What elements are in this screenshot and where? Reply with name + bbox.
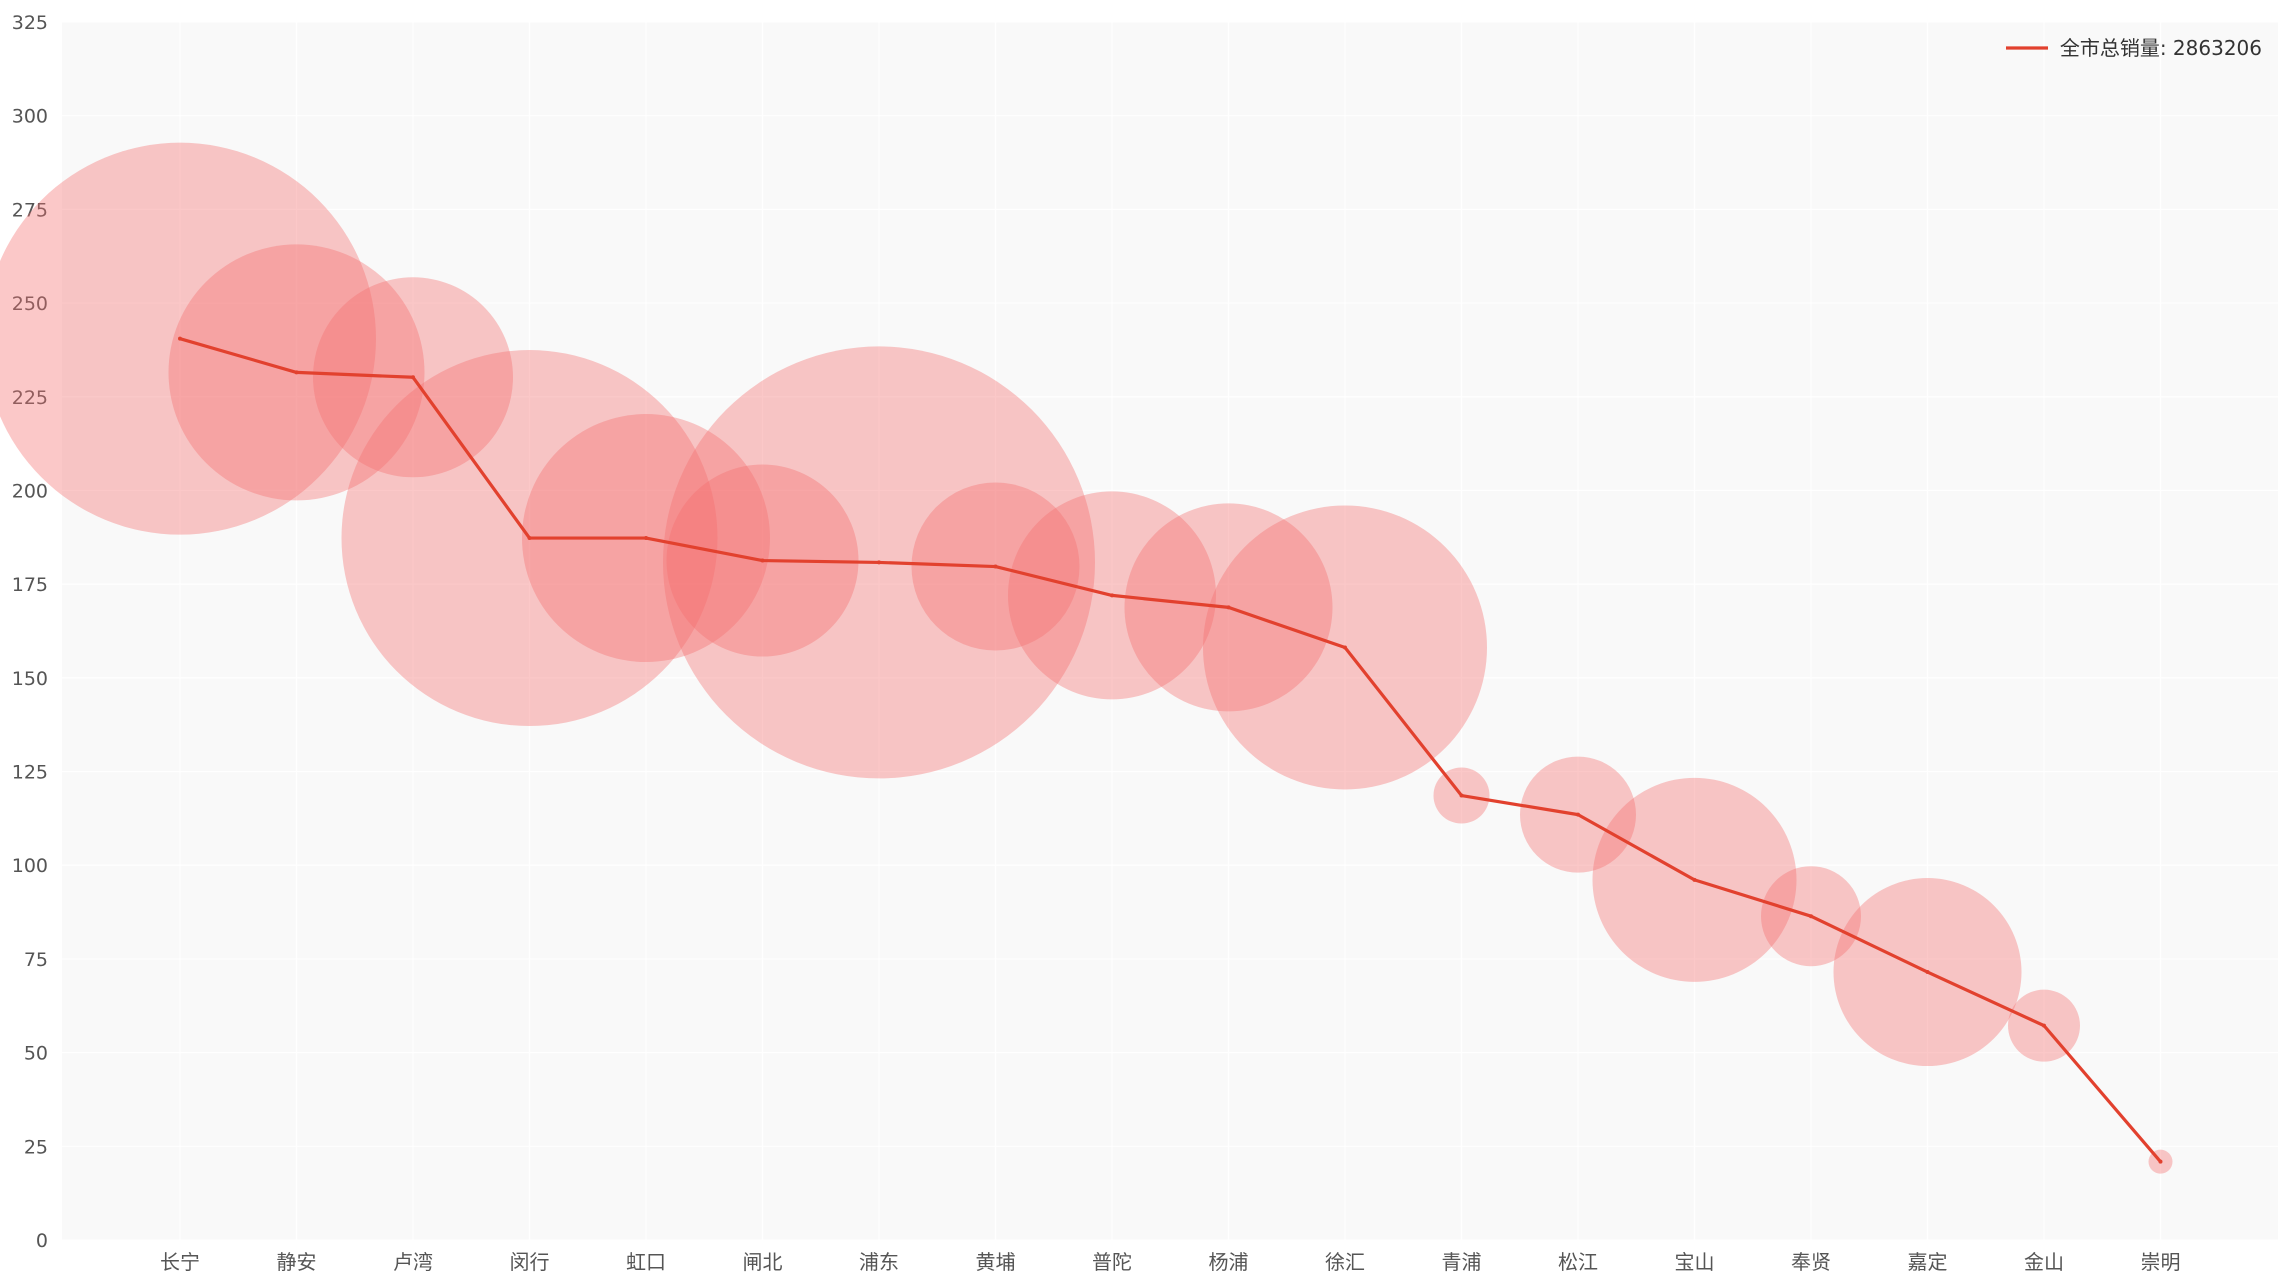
y-tick-label: 75: [24, 949, 48, 971]
line-point[interactable]: [411, 375, 415, 380]
line-point[interactable]: [993, 564, 998, 569]
line-point[interactable]: [1226, 605, 1231, 610]
legend[interactable]: 全市总销量: 2863206: [2006, 36, 2262, 60]
line-point[interactable]: [760, 558, 765, 563]
line-point[interactable]: [1110, 593, 1114, 598]
x-tick-label: 虹口: [626, 1250, 666, 1274]
y-tick-label: 25: [24, 1136, 48, 1158]
line-point[interactable]: [877, 560, 881, 565]
line-point[interactable]: [1459, 793, 1464, 798]
y-tick-label: 50: [24, 1043, 48, 1065]
y-tick-label: 125: [12, 762, 48, 784]
line-point[interactable]: [2158, 1159, 2163, 1164]
y-tick-label: 300: [12, 106, 48, 128]
y-tick-label: 100: [12, 855, 48, 877]
line-point[interactable]: [1692, 877, 1697, 882]
x-tick-label: 闸北: [743, 1250, 783, 1274]
line-point[interactable]: [294, 370, 299, 375]
x-tick-label: 长宁: [160, 1250, 200, 1274]
x-tick-label: 杨浦: [1209, 1250, 1249, 1274]
line-series: [178, 336, 2163, 1164]
y-tick-label: 175: [12, 574, 48, 596]
line-point[interactable]: [2042, 1023, 2046, 1028]
line-path: [179, 337, 2162, 1163]
y-tick-label: 325: [12, 12, 48, 34]
x-tick-label: 嘉定: [1908, 1250, 1948, 1274]
x-tick-label: 金山: [2024, 1250, 2064, 1274]
bubble-point[interactable]: [0, 142, 376, 535]
line-point[interactable]: [1576, 812, 1580, 817]
y-tick-label: 150: [12, 668, 48, 690]
x-tick-label: 浦东: [859, 1250, 899, 1274]
y-tick-label: 200: [12, 480, 48, 502]
x-tick-label: 奉贤: [1791, 1250, 1831, 1274]
x-tick-label: 崇明: [2141, 1250, 2181, 1274]
x-tick-label: 普陀: [1092, 1250, 1132, 1274]
line-point[interactable]: [178, 336, 182, 341]
line-point[interactable]: [527, 536, 532, 541]
y-tick-label: 225: [12, 387, 48, 409]
grid-lines: [62, 21, 2278, 1241]
x-tick-label: 卢湾: [393, 1250, 433, 1274]
x-tick-label: 松江: [1558, 1250, 1598, 1274]
line-point[interactable]: [1343, 645, 1347, 650]
legend-label: 全市总销量: 2863206: [2060, 36, 2262, 60]
x-tick-label: 黄埔: [976, 1250, 1016, 1274]
x-tick-label: 闵行: [510, 1250, 550, 1274]
y-tick-label: 250: [12, 293, 48, 315]
x-tick-label: 青浦: [1442, 1250, 1482, 1274]
plot-background: [62, 22, 2278, 1240]
line-point[interactable]: [1925, 970, 1930, 975]
x-tick-label: 宝山: [1675, 1250, 1715, 1274]
x-tick-label: 徐汇: [1325, 1250, 1365, 1274]
line-point[interactable]: [644, 536, 648, 541]
y-tick-label: 275: [12, 199, 48, 221]
line-point[interactable]: [1809, 914, 1813, 919]
y-tick-label: 0: [36, 1230, 48, 1252]
x-axis-ticks: 长宁 静安 卢湾 闵行 虹口 闸北 浦东 黄埔 普陀 杨浦 徐汇 青浦 松江 宝山 奉贤 嘉定 金山 崇明: [160, 1250, 2181, 1274]
x-tick-label: 静安: [277, 1250, 317, 1274]
y-axis-ticks: 0 25 50 75 100 125 150 175 200 225 250 275 300 325: [12, 12, 48, 1252]
